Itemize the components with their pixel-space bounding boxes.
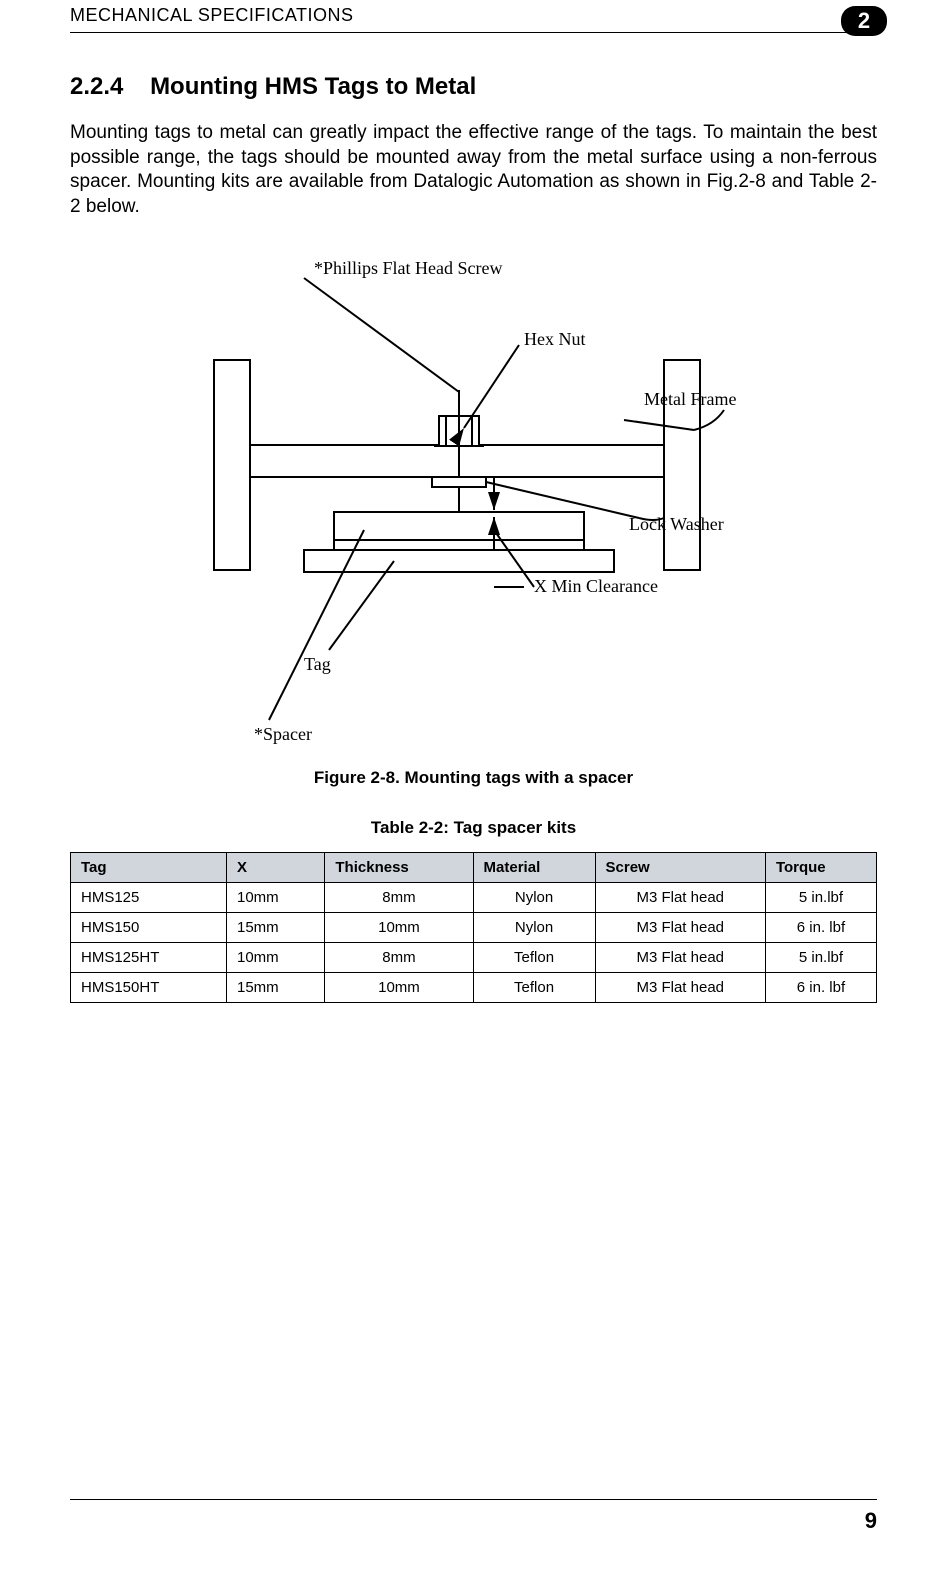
mounting-diagram-svg: *Phillips Flat Head Screw Hex Nut Metal …: [194, 250, 754, 760]
label-xmin: X Min Clearance: [534, 576, 658, 596]
cell-tag: HMS150: [71, 912, 227, 942]
chapter-badge: 2: [841, 6, 887, 36]
page-number: 9: [70, 1508, 877, 1534]
col-tag: Tag: [71, 852, 227, 882]
label-hexnut: Hex Nut: [524, 329, 586, 349]
table-body: HMS125 10mm 8mm Nylon M3 Flat head 5 in.…: [71, 882, 877, 1002]
page-footer: 9: [70, 1499, 877, 1534]
figure-caption: Figure 2-8. Mounting tags with a spacer: [70, 768, 877, 788]
cell-screw: M3 Flat head: [595, 972, 765, 1002]
body-paragraph: Mounting tags to metal can greatly impac…: [70, 121, 877, 220]
col-x: X: [226, 852, 324, 882]
page: MECHANICAL SPECIFICATIONS 2 2.2.4 Mounti…: [0, 0, 947, 1574]
cell-material: Nylon: [473, 882, 595, 912]
figure-mounting-diagram: *Phillips Flat Head Screw Hex Nut Metal …: [70, 250, 877, 760]
cell-material: Nylon: [473, 912, 595, 942]
cell-x: 10mm: [226, 942, 324, 972]
label-spacer: *Spacer: [254, 724, 312, 744]
cell-torque: 5 in.lbf: [765, 942, 876, 972]
label-metalframe: Metal Frame: [644, 389, 736, 409]
header-title: MECHANICAL SPECIFICATIONS: [70, 5, 354, 26]
table-row: HMS150HT 15mm 10mm Teflon M3 Flat head 6…: [71, 972, 877, 1002]
spacer-kits-table: Tag X Thickness Material Screw Torque HM…: [70, 852, 877, 1003]
page-header: MECHANICAL SPECIFICATIONS 2: [70, 0, 877, 33]
table-row: HMS150 15mm 10mm Nylon M3 Flat head 6 in…: [71, 912, 877, 942]
label-tag: Tag: [304, 654, 331, 674]
cell-torque: 6 in. lbf: [765, 972, 876, 1002]
cell-material: Teflon: [473, 942, 595, 972]
cell-screw: M3 Flat head: [595, 942, 765, 972]
cell-x: 15mm: [226, 912, 324, 942]
cell-thickness: 10mm: [325, 912, 473, 942]
cell-thickness: 8mm: [325, 942, 473, 972]
section-title: Mounting HMS Tags to Metal: [150, 73, 476, 100]
cell-torque: 6 in. lbf: [765, 912, 876, 942]
cell-tag: HMS150HT: [71, 972, 227, 1002]
label-screw: *Phillips Flat Head Screw: [314, 258, 502, 278]
cell-x: 10mm: [226, 882, 324, 912]
section-number: 2.2.4: [70, 73, 123, 100]
cell-tag: HMS125HT: [71, 942, 227, 972]
footer-rule: [70, 1499, 877, 1500]
cell-thickness: 10mm: [325, 972, 473, 1002]
col-thickness: Thickness: [325, 852, 473, 882]
table-header-row: Tag X Thickness Material Screw Torque: [71, 852, 877, 882]
table-row: HMS125 10mm 8mm Nylon M3 Flat head 5 in.…: [71, 882, 877, 912]
cell-x: 15mm: [226, 972, 324, 1002]
section-heading: 2.2.4 Mounting HMS Tags to Metal: [70, 73, 877, 101]
table-row: HMS125HT 10mm 8mm Teflon M3 Flat head 5 …: [71, 942, 877, 972]
cell-material: Teflon: [473, 972, 595, 1002]
cell-screw: M3 Flat head: [595, 912, 765, 942]
label-lockwasher: Lock Washer: [629, 514, 724, 534]
cell-thickness: 8mm: [325, 882, 473, 912]
cell-tag: HMS125: [71, 882, 227, 912]
table-caption: Table 2-2: Tag spacer kits: [70, 818, 877, 838]
col-screw: Screw: [595, 852, 765, 882]
cell-screw: M3 Flat head: [595, 882, 765, 912]
col-torque: Torque: [765, 852, 876, 882]
cell-torque: 5 in.lbf: [765, 882, 876, 912]
col-material: Material: [473, 852, 595, 882]
